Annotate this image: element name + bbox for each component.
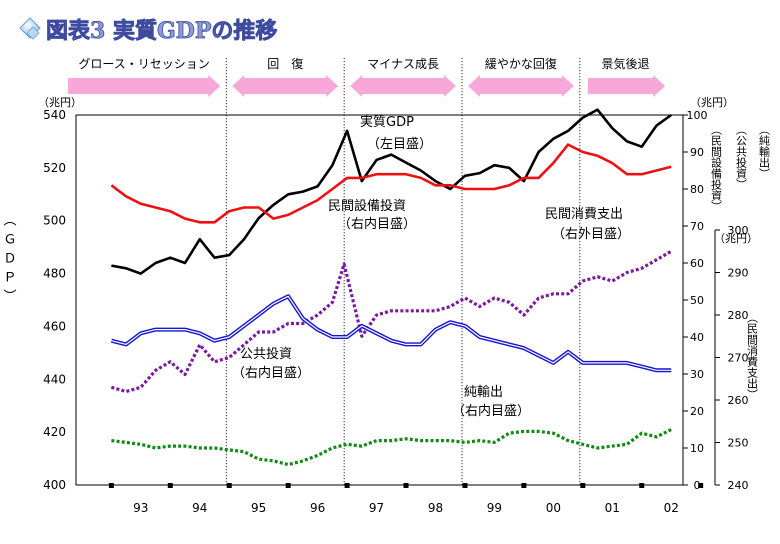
left-axis: 400 420 440 460 480 500 520 540 xyxy=(43,108,66,492)
left-tick-400: 400 xyxy=(43,478,66,492)
label-consumption: 民間消費支出 xyxy=(545,207,623,222)
x-tick-label-94: 94 xyxy=(192,501,207,515)
label-netexports: 純輸出 xyxy=(464,385,503,400)
series-public-outer xyxy=(110,294,672,373)
right-axis-label-public: （公共投資） xyxy=(735,124,748,190)
x-tick-mark-7 xyxy=(521,483,527,488)
label-gdp-axis: （左目盛） xyxy=(367,137,432,152)
x-tick-mark-0 xyxy=(108,483,114,488)
phase-arrows: グロース・リセッション 回 復 マイナス成長 緩やかな回復 景気後退 xyxy=(67,56,666,97)
left-tick-540: 540 xyxy=(43,108,66,122)
left-tick-460: 460 xyxy=(43,319,66,333)
plot-frame xyxy=(75,114,684,486)
x-tick-mark-1 xyxy=(167,483,173,488)
right-axis-label-consumption: （民間消費支出） xyxy=(746,312,759,400)
label-consumption-axis: （右外目盛） xyxy=(552,227,630,242)
x-tick-label-00: 00 xyxy=(546,501,561,515)
right-inner-tick-60: 60 xyxy=(690,257,704,270)
phase-label-2: マイナス成長 xyxy=(367,57,439,71)
label-public-axis: （右内目盛） xyxy=(232,365,310,381)
phase-arrow-3 xyxy=(468,75,574,97)
right-inner-axis-unit: （兆円） xyxy=(690,96,734,109)
phase-label-1: 回 復 xyxy=(267,56,303,71)
label-public: 公共投資 xyxy=(240,346,292,362)
phase-label-3: 緩やかな回復 xyxy=(485,56,557,71)
x-tick-label-01: 01 xyxy=(605,501,620,515)
series-capex xyxy=(110,143,672,224)
left-tick-420: 420 xyxy=(43,425,66,439)
x-tick-mark-4 xyxy=(344,483,350,488)
phase-dividers xyxy=(225,58,581,485)
label-capex: 民間設備投資 xyxy=(328,198,406,214)
right-inner-tick-80: 80 xyxy=(690,183,704,196)
x-tick-mark-9 xyxy=(639,483,645,488)
right-axis-label-netexports: （純輸出） xyxy=(758,124,771,179)
right-outer-tick-300: 300 xyxy=(728,224,749,237)
series-netexports xyxy=(111,428,672,467)
right-inner-tick-40: 40 xyxy=(690,331,704,344)
x-tick-mark-3 xyxy=(285,483,291,488)
x-tick-label-98: 98 xyxy=(428,501,443,515)
left-axis-unit: （兆円） xyxy=(38,96,82,109)
right-inner-tick-0: 0 xyxy=(694,479,701,492)
phase-arrow-1 xyxy=(232,75,339,97)
label-capex-axis: （右内目盛） xyxy=(338,216,416,232)
right-inner-tick-50: 50 xyxy=(690,294,704,307)
x-tick-label-96: 96 xyxy=(310,501,325,515)
right-inner-axis: 0 10 20 30 40 50 60 70 80 90 100 xyxy=(683,109,708,492)
label-netexports-axis: （右内目盛） xyxy=(452,403,530,419)
x-tick-label-95: 95 xyxy=(251,501,266,515)
right-inner-tick-90: 90 xyxy=(690,146,704,159)
series-lines xyxy=(110,108,673,467)
x-tick-label-99: 99 xyxy=(487,501,502,515)
phase-label-4: 景気後退 xyxy=(602,56,650,71)
series-gdp xyxy=(111,108,672,275)
left-tick-480: 480 xyxy=(43,267,66,281)
phase-arrow-2 xyxy=(350,75,457,97)
phase-arrow-4 xyxy=(587,75,666,97)
phase-arrow-0 xyxy=(67,75,221,97)
right-outer-axis-unit: （兆円） xyxy=(714,232,758,245)
right-outer-tick-290: 290 xyxy=(728,267,749,280)
right-outer-tick-270: 270 xyxy=(728,352,749,365)
phase-label-0: グロース・リセッション xyxy=(78,57,209,71)
left-tick-440: 440 xyxy=(43,372,66,386)
left-tick-500: 500 xyxy=(43,214,66,228)
right-outer-axis: 240 250 260 270 280 290 300 xyxy=(715,224,749,492)
right-outer-tick-250: 250 xyxy=(728,437,749,450)
x-tick-mark-10 xyxy=(698,483,704,488)
right-outer-tick-280: 280 xyxy=(728,309,749,322)
chart-title: 図表3 実質GDPの推移 xyxy=(46,18,277,44)
series-public-inner xyxy=(111,295,672,371)
series-consumption xyxy=(110,249,673,394)
x-tick-mark-6 xyxy=(462,483,468,488)
right-inner-tick-70: 70 xyxy=(690,220,704,233)
right-outer-tick-240: 240 xyxy=(728,479,749,492)
right-axis-label-capex: （民間設備投資） xyxy=(710,124,723,212)
x-axis: 93 94 95 96 97 98 99 00 01 02 xyxy=(108,483,704,515)
x-tick-mark-2 xyxy=(226,483,232,488)
left-axis-label: （ＧＤＰ） xyxy=(1,213,17,308)
x-tick-label-97: 97 xyxy=(369,501,384,515)
right-inner-tick-10: 10 xyxy=(690,442,704,455)
x-tick-mark-5 xyxy=(403,483,409,488)
x-tick-mark-8 xyxy=(580,483,586,488)
right-inner-tick-20: 20 xyxy=(690,405,704,418)
x-tick-label-93: 93 xyxy=(133,501,148,515)
right-inner-tick-30: 30 xyxy=(690,368,704,381)
title-diamond-icon xyxy=(19,17,41,40)
right-outer-tick-260: 260 xyxy=(728,394,749,407)
label-gdp: 実質GDP xyxy=(360,114,414,130)
left-tick-520: 520 xyxy=(43,161,66,175)
x-tick-label-02: 02 xyxy=(664,501,679,515)
right-inner-tick-100: 100 xyxy=(687,109,708,122)
